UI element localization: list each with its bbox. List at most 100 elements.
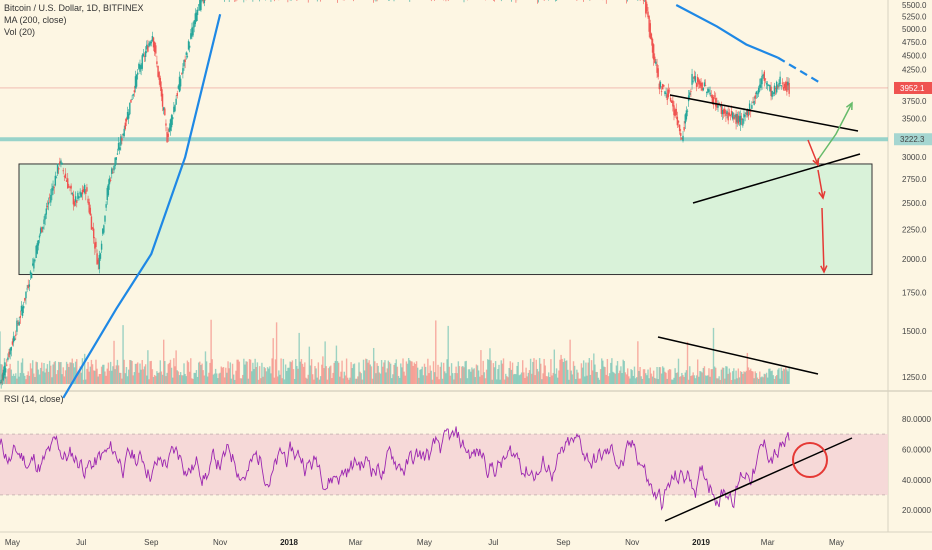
volume-bar <box>704 375 707 384</box>
candle-body <box>203 0 206 3</box>
volume-bar <box>684 372 686 384</box>
volume-bar <box>645 373 647 384</box>
volume-bar <box>90 359 93 384</box>
volume-bar <box>404 375 406 384</box>
volume-bar <box>242 374 244 384</box>
volume-bar <box>593 353 595 384</box>
volume-bar <box>757 379 760 384</box>
volume-bar <box>426 375 428 384</box>
candle-body <box>783 83 786 89</box>
volume-bar <box>666 378 668 384</box>
candle-body <box>165 123 167 126</box>
volume-bar <box>582 360 585 384</box>
volume-bar <box>631 370 633 384</box>
volume-bar <box>288 367 290 384</box>
volume-bar <box>77 372 79 384</box>
volume-bar <box>27 371 29 384</box>
volume-bar <box>667 370 670 384</box>
candle-body <box>759 84 761 88</box>
volume-bar <box>305 377 307 384</box>
candle-body <box>134 76 137 89</box>
volume-bar <box>625 374 628 384</box>
volume-bar <box>446 359 448 384</box>
volume-bar <box>358 362 360 384</box>
volume-bar <box>345 358 348 384</box>
candle-body <box>191 27 193 37</box>
volume-bar <box>188 371 191 384</box>
volume-bar <box>487 359 489 384</box>
volume-bar <box>733 368 735 384</box>
candle-body <box>184 59 186 63</box>
candle-body <box>725 112 727 116</box>
volume-bar <box>708 368 710 384</box>
volume-bar <box>756 377 759 384</box>
volume-bar <box>760 377 762 384</box>
down-arrow-3 <box>820 207 828 274</box>
volume-bar <box>657 379 659 384</box>
volume-bar <box>244 364 246 384</box>
volume-bar <box>541 379 543 384</box>
candle-body <box>95 241 97 248</box>
volume-bar <box>716 378 718 384</box>
volume-bar <box>164 361 166 384</box>
volume-bar <box>450 363 453 384</box>
volume-bar <box>650 373 653 384</box>
volume-bar <box>647 369 649 384</box>
candle-body <box>661 84 664 90</box>
volume-bar <box>703 366 706 384</box>
volume-bar <box>249 359 252 384</box>
volume-bar <box>430 370 432 384</box>
volume-bar <box>45 368 47 384</box>
candle-body <box>652 44 655 60</box>
down-arrow-2 <box>817 169 826 200</box>
candle-body <box>778 83 780 87</box>
candle-body <box>646 3 648 12</box>
candle-body <box>766 84 769 86</box>
volume-bar <box>321 364 323 384</box>
volume-bar <box>220 366 222 384</box>
volume-bar <box>558 370 560 384</box>
volume-bar <box>746 352 749 384</box>
candle-body <box>130 99 132 103</box>
volume-bar <box>452 373 454 384</box>
rsi-axis: 20.0000 40.0000 60.0000 80.0000 <box>902 415 931 515</box>
volume-bar <box>457 361 460 384</box>
volume-bar <box>570 370 572 384</box>
volume-bar <box>187 362 190 384</box>
volume-bar <box>72 363 75 384</box>
volume-bar <box>245 361 247 384</box>
volume-bar <box>0 331 1 384</box>
volume-bar <box>533 358 535 384</box>
volume-bar <box>652 370 655 384</box>
candle-body <box>765 83 768 85</box>
volume-bar <box>710 369 712 384</box>
volume-bar <box>203 375 206 384</box>
volume-bar <box>753 378 755 384</box>
candle-body <box>707 88 709 93</box>
volume-bar <box>336 361 339 384</box>
volume-bar <box>100 366 103 384</box>
candle-body <box>104 215 106 222</box>
volume-bar <box>4 377 7 384</box>
volume-bar <box>252 362 254 384</box>
volume-bar <box>699 371 701 384</box>
volume-bar <box>228 368 230 384</box>
volume-bar <box>277 376 279 384</box>
volume-bar <box>623 361 626 384</box>
candle-body <box>161 93 164 107</box>
volume-bar <box>532 361 534 384</box>
volume-bar <box>622 359 624 384</box>
volume-bar <box>594 364 596 384</box>
volume-bar <box>529 358 532 384</box>
volume-bar <box>225 367 227 384</box>
candle-body <box>0 382 1 384</box>
rsi-band <box>0 434 888 495</box>
volume-bar <box>681 372 683 384</box>
candle-body <box>709 92 711 95</box>
volume-bar <box>165 376 167 384</box>
volume-bar <box>177 371 180 384</box>
volume-bar <box>167 364 169 384</box>
volume-bar <box>566 360 568 384</box>
volume-bar <box>179 372 182 384</box>
